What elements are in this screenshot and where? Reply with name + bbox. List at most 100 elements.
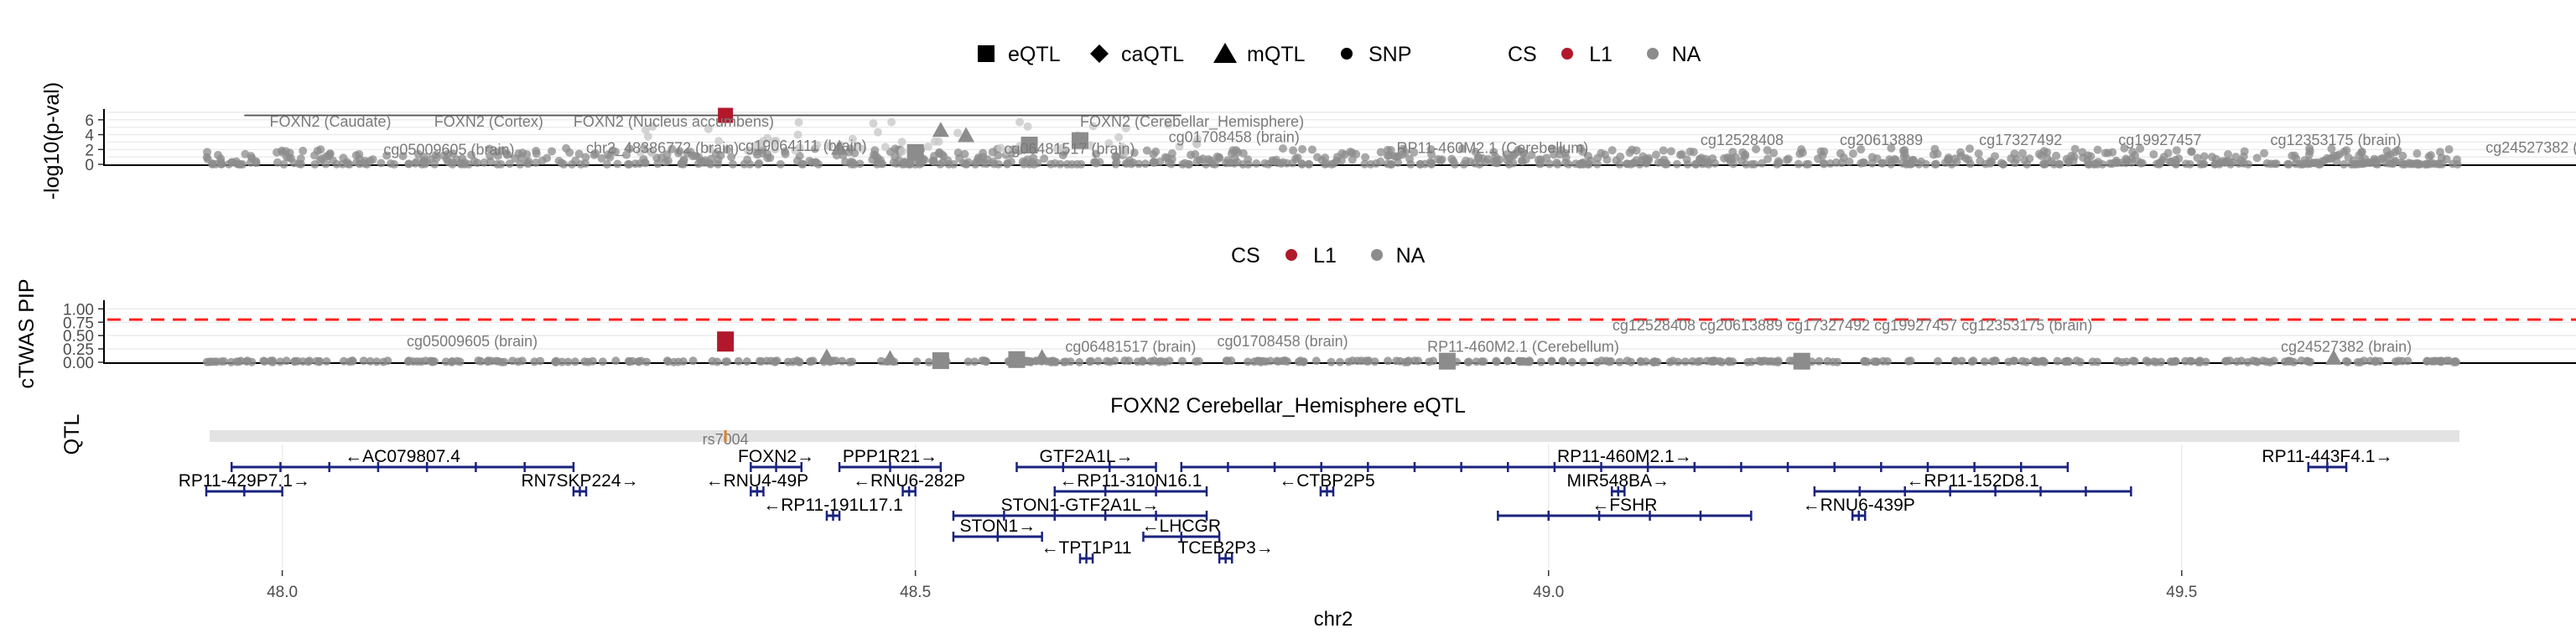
snp-point — [1839, 153, 1848, 162]
gene-label: PPP1R21→ — [843, 447, 937, 466]
snp-point — [548, 147, 557, 156]
pip-point — [1464, 357, 1473, 366]
pip-point — [1261, 357, 1270, 366]
pip-point — [794, 357, 803, 366]
snp-point — [869, 119, 878, 128]
snp-point — [776, 159, 785, 169]
snp-point — [625, 159, 634, 169]
legend-cs-dot-icon — [1561, 48, 1573, 60]
snp-point — [1426, 158, 1435, 167]
snp-point — [1651, 150, 1660, 159]
snp-point — [602, 159, 611, 169]
pip-point — [2289, 357, 2298, 366]
snp-point — [1337, 148, 1347, 158]
gene: RP11-460M2.1→ — [1180, 447, 2070, 472]
snp-point — [613, 159, 622, 169]
snp-point — [338, 159, 347, 169]
snp-point — [1553, 159, 1562, 169]
snp-point — [622, 150, 631, 159]
snp-point — [2199, 159, 2209, 169]
pip-point — [1967, 357, 1976, 366]
snp-point — [2340, 159, 2349, 169]
snp-point — [299, 146, 308, 155]
pip-point — [484, 356, 493, 366]
mqtl-pip-point — [2324, 349, 2342, 365]
y-tick-label: 0.25 — [63, 341, 94, 359]
snp-point — [202, 153, 211, 162]
legend-cs-title: CS — [1508, 43, 1537, 66]
pip-point — [2248, 356, 2257, 366]
snp-point — [763, 153, 772, 163]
pip-point — [359, 356, 368, 366]
snp-point — [505, 159, 514, 169]
snp-point — [310, 159, 319, 169]
snp-point — [227, 158, 236, 167]
y-axis-label: -log10(p-val) — [40, 82, 64, 200]
point-annotation: cg05009605 (brain) — [407, 333, 538, 350]
snp-point — [653, 159, 662, 169]
snp-point — [332, 159, 341, 169]
snp-point — [1067, 159, 1077, 169]
pip-point — [808, 356, 818, 366]
snp-point — [279, 159, 288, 169]
pip-point — [1980, 357, 1989, 366]
snp-point — [1659, 155, 1669, 164]
pip-point — [2185, 356, 2194, 366]
snp-point — [1579, 159, 1588, 169]
snp-point — [2010, 149, 2019, 158]
pip-point — [1110, 356, 1119, 366]
snp-point — [898, 147, 907, 156]
snp-point — [1433, 154, 1442, 164]
snp-point — [444, 158, 453, 167]
x-tick-label: 49.5 — [2166, 584, 2197, 601]
point-annotation: cg12528408 cg20613889 cg17327492 cg19927… — [1613, 317, 2093, 334]
snp-point — [325, 150, 334, 159]
pip-point — [1869, 357, 1878, 366]
gene: ←RNU4-49P — [706, 471, 808, 496]
x-tick-label: 48.5 — [900, 584, 931, 601]
gene-label: ←AC079807.4 — [345, 447, 460, 466]
snp-point — [1695, 154, 1704, 164]
pip-point — [1815, 356, 1824, 366]
snp-point — [2305, 143, 2314, 153]
snp-point — [2067, 151, 2076, 160]
pip-point — [497, 357, 506, 366]
snp-point — [1561, 158, 1571, 167]
snp-point — [1974, 149, 1983, 158]
snp-point — [873, 127, 882, 137]
snp-point — [562, 143, 571, 153]
y-tick-label: 4 — [85, 127, 94, 145]
snp-point — [2207, 153, 2216, 162]
gene: GTF2A1L→ — [1015, 447, 1157, 472]
snp-point — [491, 148, 501, 157]
legend-cs-dot-icon — [1647, 48, 1659, 60]
pip-point — [1615, 357, 1624, 366]
gene: STON1-GTF2A1L→ — [952, 496, 1208, 521]
snp-point — [1327, 159, 1337, 169]
pip-point — [570, 357, 579, 366]
gene: RN7SKP224→ — [521, 471, 639, 496]
snp-point — [1002, 147, 1011, 156]
snp-point — [1092, 149, 1101, 158]
snp-point — [1193, 134, 1202, 143]
pip-point — [1785, 356, 1794, 366]
snp-point — [855, 159, 865, 169]
y-tick-label: 2 — [85, 142, 94, 159]
snp-point — [2136, 144, 2145, 153]
snp-point — [296, 154, 305, 164]
gene-label: ←RP11-310N16.1 — [1059, 471, 1202, 491]
gene-label: ←TPT1P11 — [1041, 538, 1131, 558]
snp-point — [1887, 143, 1896, 153]
snp-point — [1394, 158, 1403, 167]
snp-point — [480, 158, 489, 167]
snp-point — [1386, 145, 1395, 154]
snp-point — [431, 150, 440, 159]
snp-point — [647, 148, 657, 158]
snp-point — [423, 158, 432, 167]
pip-point — [2004, 357, 2013, 366]
snp-point — [2288, 151, 2297, 160]
snp-point — [1930, 144, 1940, 153]
gene: TCEB2P3→ — [1177, 538, 1274, 564]
snp-point — [496, 159, 506, 169]
